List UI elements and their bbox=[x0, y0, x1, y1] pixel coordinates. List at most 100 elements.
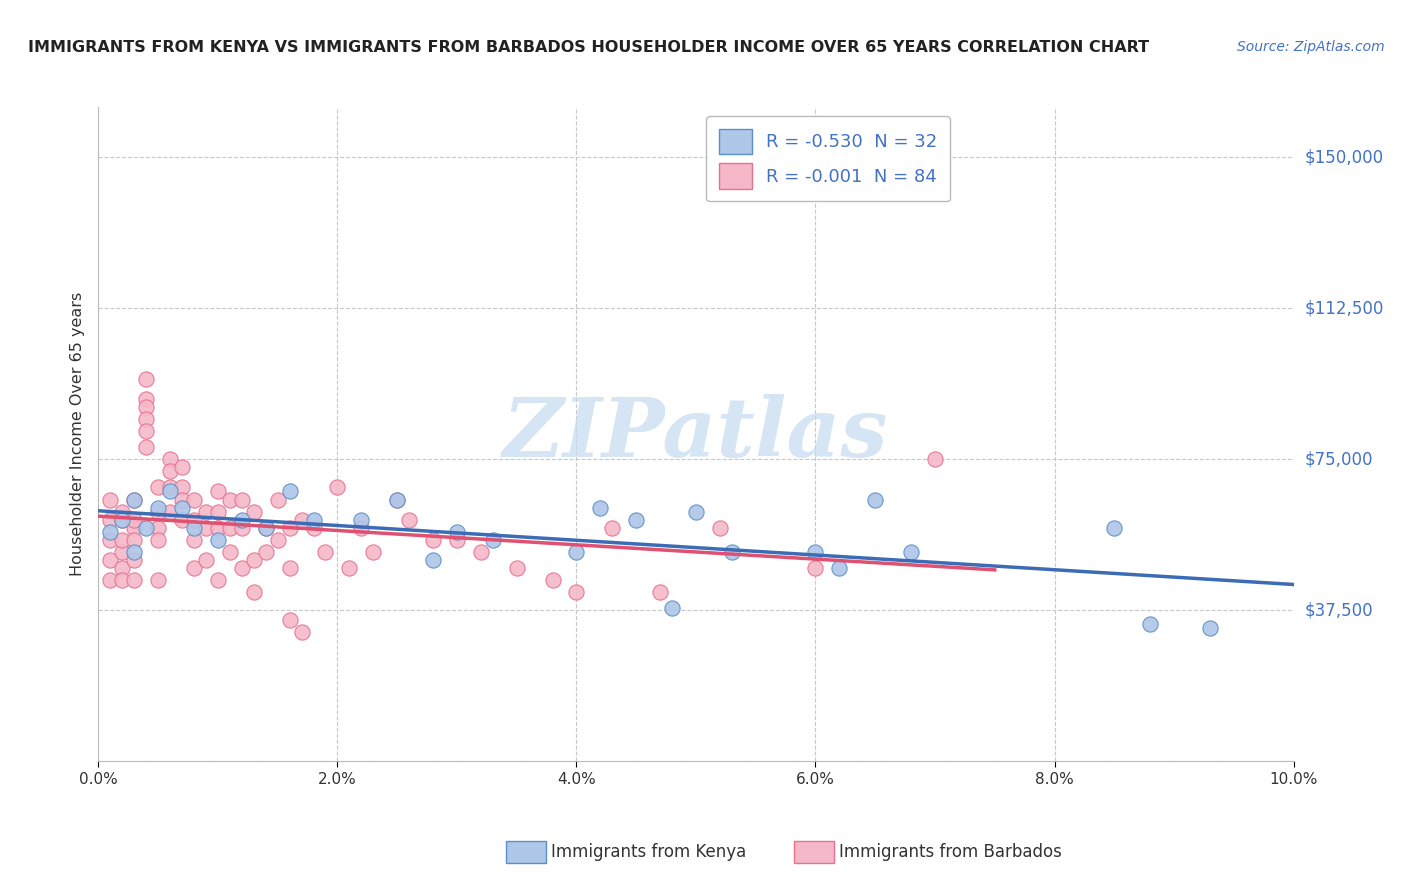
Text: $150,000: $150,000 bbox=[1305, 148, 1384, 166]
Point bbox=[98, 573, 122, 587]
Point bbox=[207, 521, 229, 535]
Point bbox=[254, 545, 277, 559]
Text: Source: ZipAtlas.com: Source: ZipAtlas.com bbox=[1237, 40, 1385, 54]
Y-axis label: Householder Income Over 65 years: Householder Income Over 65 years bbox=[70, 292, 86, 576]
Point bbox=[363, 545, 385, 559]
Point bbox=[709, 521, 731, 535]
Point bbox=[900, 545, 922, 559]
Point bbox=[98, 513, 122, 527]
Point bbox=[602, 521, 624, 535]
Point bbox=[254, 521, 277, 535]
Point bbox=[828, 561, 851, 575]
Point bbox=[278, 484, 301, 499]
Point bbox=[111, 513, 134, 527]
Point bbox=[482, 533, 505, 547]
Point bbox=[111, 533, 134, 547]
Point bbox=[135, 424, 157, 438]
Point bbox=[183, 521, 205, 535]
Point bbox=[195, 521, 218, 535]
Point bbox=[350, 521, 373, 535]
Point bbox=[291, 513, 314, 527]
Point bbox=[148, 500, 170, 515]
Point bbox=[124, 533, 146, 547]
Point bbox=[350, 513, 373, 527]
Point bbox=[124, 573, 146, 587]
Point bbox=[804, 545, 827, 559]
Point bbox=[207, 484, 229, 499]
Point bbox=[172, 480, 194, 494]
Text: IMMIGRANTS FROM KENYA VS IMMIGRANTS FROM BARBADOS HOUSEHOLDER INCOME OVER 65 YEA: IMMIGRANTS FROM KENYA VS IMMIGRANTS FROM… bbox=[28, 40, 1149, 55]
Point bbox=[172, 513, 194, 527]
Point bbox=[135, 412, 157, 426]
Point bbox=[243, 505, 266, 519]
Point bbox=[183, 561, 205, 575]
Point bbox=[98, 492, 122, 507]
Point bbox=[172, 500, 194, 515]
Point bbox=[385, 492, 409, 507]
Point bbox=[278, 521, 301, 535]
Point bbox=[446, 524, 468, 539]
Point bbox=[422, 533, 444, 547]
Text: $112,500: $112,500 bbox=[1305, 300, 1384, 318]
Point bbox=[207, 533, 229, 547]
Point bbox=[865, 492, 887, 507]
Point bbox=[183, 492, 205, 507]
Point bbox=[267, 492, 290, 507]
Point bbox=[339, 561, 361, 575]
Point bbox=[124, 492, 146, 507]
Point bbox=[159, 484, 181, 499]
Point bbox=[98, 553, 122, 567]
Point bbox=[721, 545, 744, 559]
Point bbox=[111, 505, 134, 519]
Point bbox=[98, 533, 122, 547]
Point bbox=[111, 545, 134, 559]
Point bbox=[446, 533, 468, 547]
Point bbox=[385, 492, 409, 507]
Point bbox=[159, 452, 181, 467]
Point bbox=[135, 521, 157, 535]
Point bbox=[111, 573, 134, 587]
Point bbox=[172, 492, 194, 507]
Point bbox=[195, 553, 218, 567]
Point bbox=[159, 480, 181, 494]
Point bbox=[207, 573, 229, 587]
Point bbox=[195, 505, 218, 519]
Text: Immigrants from Kenya: Immigrants from Kenya bbox=[551, 843, 747, 861]
Point bbox=[219, 545, 242, 559]
Point bbox=[148, 573, 170, 587]
Point bbox=[650, 585, 672, 599]
Point bbox=[207, 505, 229, 519]
Point bbox=[148, 505, 170, 519]
Point bbox=[302, 513, 325, 527]
Point bbox=[422, 553, 444, 567]
Point bbox=[278, 561, 301, 575]
Point bbox=[565, 545, 588, 559]
Point bbox=[626, 513, 648, 527]
Point bbox=[565, 585, 588, 599]
Point bbox=[124, 513, 146, 527]
Point bbox=[685, 505, 707, 519]
Point bbox=[243, 553, 266, 567]
Point bbox=[159, 505, 181, 519]
Point bbox=[124, 553, 146, 567]
Point bbox=[148, 521, 170, 535]
Point bbox=[98, 524, 122, 539]
Point bbox=[111, 513, 134, 527]
Point bbox=[541, 573, 564, 587]
Point bbox=[219, 492, 242, 507]
Point bbox=[315, 545, 337, 559]
Point bbox=[231, 521, 253, 535]
Point bbox=[1199, 621, 1222, 635]
Point bbox=[124, 545, 146, 559]
Point bbox=[124, 521, 146, 535]
Point bbox=[219, 521, 242, 535]
Point bbox=[172, 460, 194, 475]
Point bbox=[291, 625, 314, 640]
Point bbox=[1139, 617, 1161, 632]
Point bbox=[254, 521, 277, 535]
Point bbox=[278, 613, 301, 627]
Point bbox=[159, 464, 181, 478]
Point bbox=[124, 492, 146, 507]
Legend: R = -0.530  N = 32, R = -0.001  N = 84: R = -0.530 N = 32, R = -0.001 N = 84 bbox=[706, 116, 950, 202]
Point bbox=[231, 492, 253, 507]
